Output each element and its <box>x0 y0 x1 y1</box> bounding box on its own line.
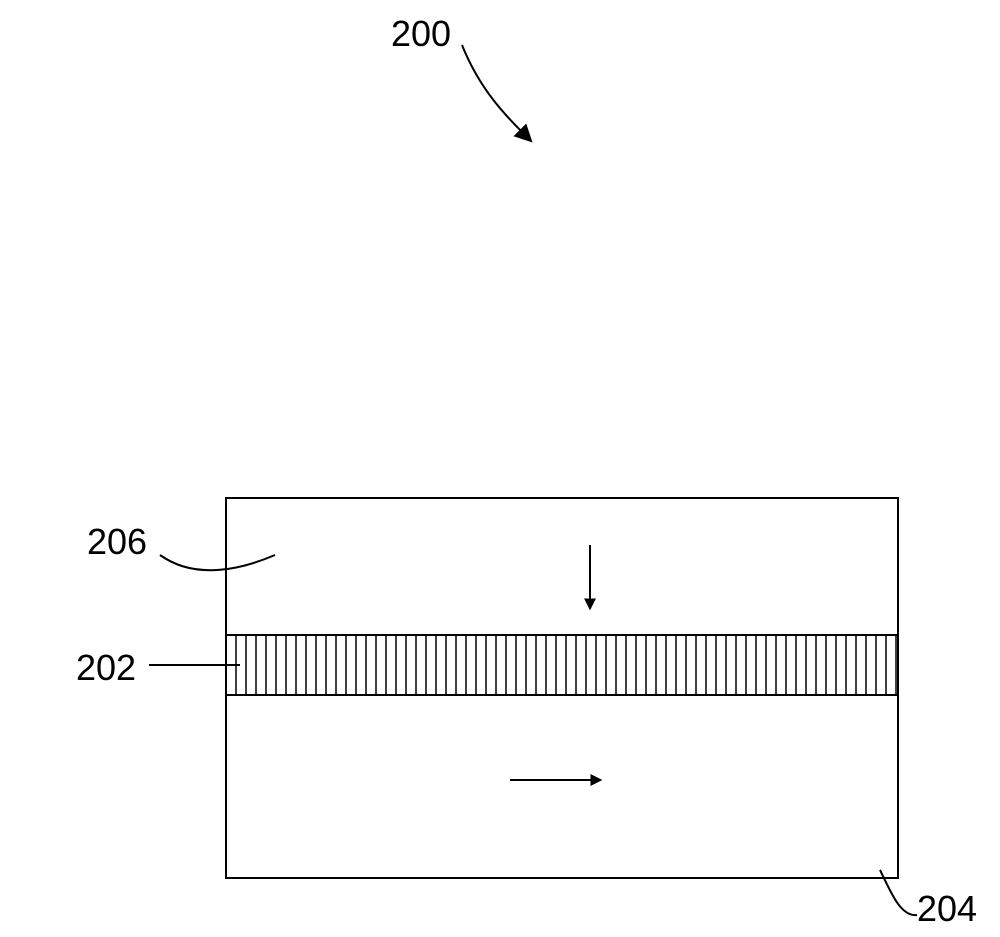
leader-200 <box>462 45 530 140</box>
diagram-svg <box>0 0 1000 937</box>
hatch-lines <box>236 635 896 695</box>
hatched-rect-outline <box>226 635 898 695</box>
diagram-canvas: 200 206 202 204 <box>0 0 1000 937</box>
main-rect <box>226 498 898 878</box>
hatched-layer <box>226 635 898 695</box>
leader-206 <box>160 555 275 570</box>
